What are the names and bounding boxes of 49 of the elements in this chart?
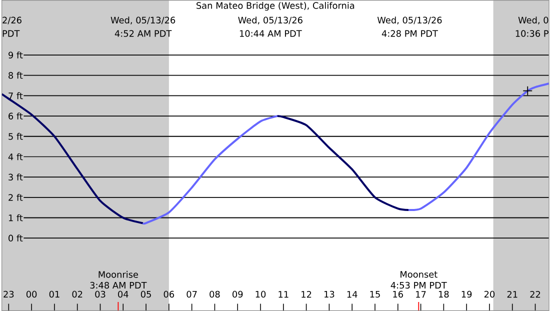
annotation: PDT	[2, 30, 20, 37]
x-tick-label: 22	[530, 290, 540, 298]
annotation: 4:53 PM PDT	[390, 282, 447, 289]
y-tick-label: 9 ft	[8, 51, 23, 58]
annotation: 3:48 AM PDT	[90, 282, 147, 289]
x-tick-label: 16	[393, 290, 403, 298]
annotation: Wed, 05/13/26	[110, 16, 176, 24]
x-tick-label: 04	[118, 290, 128, 298]
y-tick-label: 1 ft	[8, 214, 23, 222]
x-tick-label: 21	[507, 290, 518, 298]
x-tick-label: 10	[256, 290, 266, 298]
y-tick-label: 2 ft	[8, 194, 23, 201]
y-tick-label: 7 ft	[8, 92, 23, 100]
annotation: Wed, 0	[518, 16, 548, 24]
annotation: 2/26	[2, 16, 22, 24]
x-tick-label: 17	[416, 291, 426, 298]
annotation: 10:44 AM PDT	[240, 30, 302, 37]
x-tick-label: 15	[370, 290, 380, 298]
x-tick-label: 05	[140, 290, 151, 298]
x-tick-label: 11	[278, 291, 288, 298]
y-tick-label: 4 ft	[8, 153, 23, 160]
annotation: 4:52 AM PDT	[114, 30, 172, 37]
x-tick-label: 08	[210, 290, 220, 298]
y-tick-label: 6 ft	[8, 112, 23, 120]
y-tick-label: 5 ft	[8, 132, 23, 140]
annotation: Moonrise	[98, 270, 138, 278]
x-tick-label: 23	[4, 290, 14, 298]
x-tick-label: 09	[232, 290, 243, 298]
annotation: 4:28 PM PDT	[382, 30, 438, 37]
x-tick-label: 19	[462, 290, 472, 298]
x-tick-label: 13	[324, 290, 334, 298]
x-tick-label: 06	[164, 290, 174, 298]
x-tick-label: 18	[438, 290, 449, 298]
annotation: 10:36 P	[516, 30, 548, 37]
x-tick-label: 00	[26, 290, 37, 298]
x-tick-label: 07	[186, 290, 197, 298]
annotation: Wed, 05/13/26	[238, 16, 302, 24]
x-tick-label: 01	[49, 290, 60, 298]
x-tick-label: 03	[95, 290, 106, 298]
x-tick-label: 02	[72, 290, 82, 298]
y-tick-label: 3 ft	[8, 174, 23, 180]
x-tick-label: 14	[347, 291, 358, 298]
x-tick-label: 20	[484, 290, 495, 298]
annotation: Wed, 05/13/26	[377, 16, 442, 24]
y-tick-label: 0 ft	[8, 234, 23, 242]
annotation: Moonset	[400, 271, 438, 278]
chart-title: San Mateo Bridge (West), California	[196, 2, 354, 11]
x-tick-label: 12	[302, 290, 312, 298]
y-tick-label: 8 ft	[8, 72, 23, 79]
